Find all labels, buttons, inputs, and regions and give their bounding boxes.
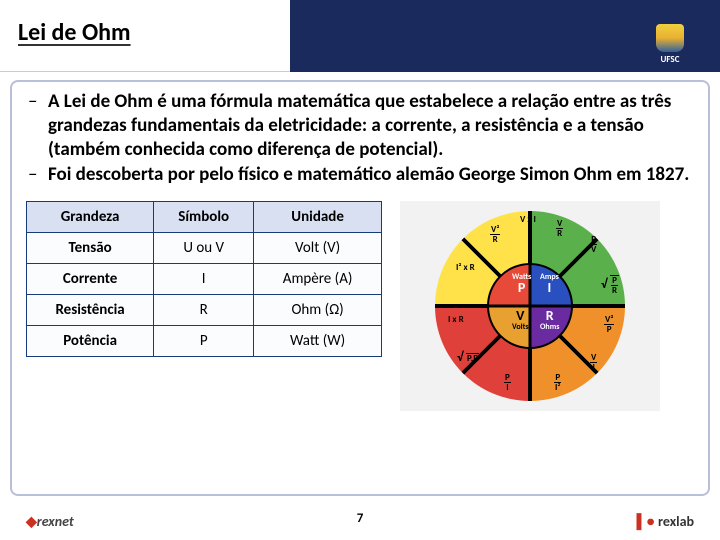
bullet-dash-icon: – [26, 90, 48, 161]
ufsc-label: UFSC [661, 54, 680, 65]
table-cell: P [154, 326, 254, 357]
table-cell: I [154, 264, 254, 295]
page-number: 7 [357, 511, 364, 526]
ohm-formula-wheel: WattsP AmpsI ROhms VVolts V²R V x I I² x… [400, 201, 660, 411]
formula-volts-3: I x R [448, 315, 464, 324]
table-cell: Corrente [27, 264, 154, 295]
formula-ohms-1: V²P [604, 315, 614, 334]
table-cell: Watt (W) [254, 326, 382, 357]
formula-volts-2: PI [504, 373, 511, 392]
table-row: Potência P Watt (W) [27, 326, 382, 357]
quantities-table: Grandeza Símbolo Unidade Tensão U ou V V… [26, 201, 382, 357]
table-cell: R [154, 295, 254, 326]
bullet-item: – Foi descoberta por pelo físico e matem… [26, 163, 694, 187]
table-header: Grandeza [27, 202, 154, 233]
rexnet-logo: ◆rexnet [26, 513, 74, 530]
table-cell: Ohm (Ω) [254, 295, 382, 326]
table-cell: Ampère (A) [254, 264, 382, 295]
table-cell: Resistência [27, 295, 154, 326]
ufsc-logo: UFSC [648, 24, 692, 68]
table-row: Resistência R Ohm (Ω) [27, 295, 382, 326]
rexlab-logo: ▌● rexlab [636, 513, 694, 530]
inner-label-volts: VVolts [512, 309, 529, 331]
table-header: Símbolo [154, 202, 254, 233]
formula-ohms-2: VI [590, 353, 597, 372]
table-cell: Volt (V) [254, 233, 382, 264]
formula-watts-1: V²R [490, 225, 500, 244]
bullet-text: Foi descoberta por pelo físico e matemát… [48, 163, 689, 187]
formula-watts-2: V x I [520, 215, 536, 224]
inner-label-watts: WattsP [512, 273, 531, 295]
formula-amps-2: PV [590, 235, 597, 254]
table-cell: Potência [27, 326, 154, 357]
inner-label-amps: AmpsI [540, 273, 559, 295]
slide-title: Lei de Ohm [18, 18, 131, 47]
formula-volts-1: P.R [458, 353, 479, 363]
content-panel: – A Lei de Ohm é uma fórmula matemática … [10, 80, 710, 496]
inner-label-ohms: ROhms [540, 309, 559, 331]
formula-amps-1: VR [556, 219, 563, 238]
formula-amps-3: PR [602, 275, 619, 295]
table-row: Corrente I Ampère (A) [27, 264, 382, 295]
table-cell: Tensão [27, 233, 154, 264]
bullet-text: A Lei de Ohm é uma fórmula matemática qu… [48, 90, 694, 161]
formula-ohms-3: PI² [554, 373, 561, 392]
slide-header: Lei de Ohm UFSC [0, 0, 720, 72]
formula-watts-3: I² x R [456, 263, 475, 272]
table-row: Tensão U ou V Volt (V) [27, 233, 382, 264]
slide-footer: ◆rexnet 7 ▌● rexlab [0, 500, 720, 534]
bullet-dash-icon: – [26, 163, 48, 187]
ufsc-crest-icon [656, 24, 684, 52]
table-cell: U ou V [154, 233, 254, 264]
lower-row: Grandeza Símbolo Unidade Tensão U ou V V… [26, 201, 694, 411]
bullet-item: – A Lei de Ohm é uma fórmula matemática … [26, 90, 694, 161]
table-header: Unidade [254, 202, 382, 233]
